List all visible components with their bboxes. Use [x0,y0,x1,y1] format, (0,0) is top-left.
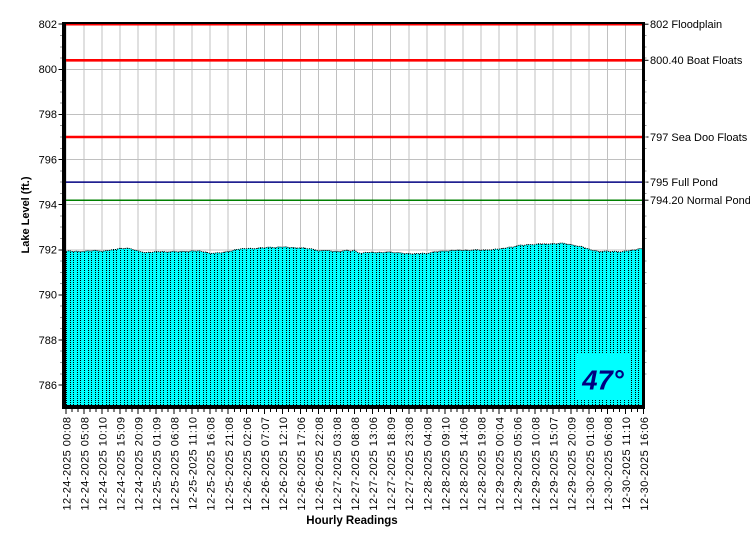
svg-text:12-24-2025 00:08: 12-24-2025 00:08 [61,417,73,511]
svg-text:12-28-2025 04:08: 12-28-2025 04:08 [422,417,434,511]
svg-text:12-25-2025 06:08: 12-25-2025 06:08 [170,417,182,511]
svg-text:12-30-2025 06:08: 12-30-2025 06:08 [603,417,615,511]
svg-text:Lake Level (ft.): Lake Level (ft.) [20,176,32,253]
svg-text:12-27-2025 23:08: 12-27-2025 23:08 [404,417,416,511]
svg-text:12-27-2025 18:09: 12-27-2025 18:09 [386,417,398,511]
svg-text:797 Sea Doo Floats: 797 Sea Doo Floats [650,132,748,144]
svg-text:12-29-2025 15:07: 12-29-2025 15:07 [549,417,561,511]
svg-text:792: 792 [39,245,57,257]
svg-text:12-29-2025 20:09: 12-29-2025 20:09 [567,417,579,511]
svg-text:12-24-2025 15:09: 12-24-2025 15:09 [116,417,128,511]
svg-text:12-24-2025 20:09: 12-24-2025 20:09 [134,417,146,511]
svg-text:12-29-2025 05:06: 12-29-2025 05:06 [513,417,525,511]
svg-text:12-25-2025 21:08: 12-25-2025 21:08 [224,417,236,511]
svg-text:12-29-2025 00:04: 12-29-2025 00:04 [495,417,507,511]
svg-text:12-28-2025 19:08: 12-28-2025 19:08 [477,417,489,511]
svg-text:12-26-2025 22:08: 12-26-2025 22:08 [314,417,326,511]
svg-text:800: 800 [39,64,57,76]
svg-text:12-25-2025 16:08: 12-25-2025 16:08 [206,417,218,511]
svg-text:802 Floodplain: 802 Floodplain [650,19,722,31]
svg-text:12-26-2025 02:06: 12-26-2025 02:06 [242,417,254,511]
svg-text:Hourly Readings: Hourly Readings [306,515,397,527]
svg-text:47°: 47° [581,365,625,396]
svg-text:12-27-2025 03:08: 12-27-2025 03:08 [332,417,344,511]
svg-text:794.20 Normal Pond: 794.20 Normal Pond [650,195,750,207]
svg-text:12-24-2025 05:08: 12-24-2025 05:08 [79,417,91,511]
svg-text:12-26-2025 07:07: 12-26-2025 07:07 [260,417,272,511]
svg-text:788: 788 [39,335,57,347]
svg-text:786: 786 [39,380,57,392]
svg-text:12-30-2025 11:10: 12-30-2025 11:10 [621,417,633,510]
svg-text:12-27-2025 08:08: 12-27-2025 08:08 [350,417,362,511]
svg-text:802: 802 [39,19,57,31]
svg-text:790: 790 [39,290,57,302]
svg-text:12-28-2025 14:06: 12-28-2025 14:06 [458,417,470,511]
svg-text:12-25-2025 01:09: 12-25-2025 01:09 [152,417,164,511]
svg-text:12-24-2025 10:10: 12-24-2025 10:10 [97,417,109,511]
svg-text:12-26-2025 17:06: 12-26-2025 17:06 [296,417,308,511]
svg-text:12-29-2025 10:08: 12-29-2025 10:08 [531,417,543,511]
svg-text:12-28-2025 09:10: 12-28-2025 09:10 [440,417,452,511]
svg-text:12-27-2025 13:06: 12-27-2025 13:06 [368,417,380,511]
svg-text:12-26-2025 12:10: 12-26-2025 12:10 [278,417,290,511]
svg-text:798: 798 [39,109,57,121]
svg-text:795 Full Pond: 795 Full Pond [650,177,718,189]
svg-text:12-30-2025 01:08: 12-30-2025 01:08 [585,417,597,511]
svg-text:12-30-2025 16:06: 12-30-2025 16:06 [639,417,651,511]
svg-text:794: 794 [39,199,57,211]
svg-text:12-25-2025 11:10: 12-25-2025 11:10 [188,417,200,510]
svg-text:796: 796 [39,154,57,166]
svg-text:800.40 Boat Floats: 800.40 Boat Floats [650,55,743,67]
